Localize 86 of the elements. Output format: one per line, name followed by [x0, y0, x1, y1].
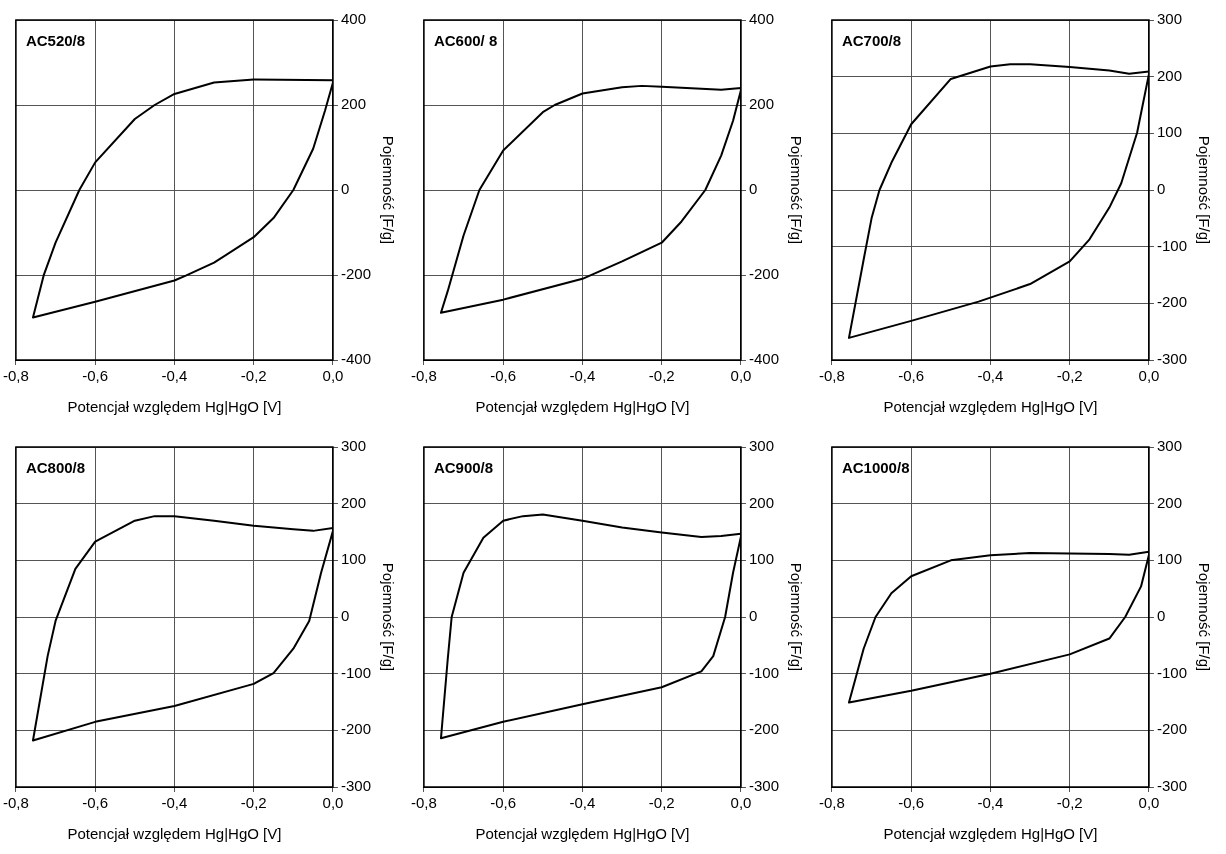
- x-axis-title: Potencjał względem Hg|HgO [V]: [67, 398, 282, 416]
- y-tick-label: -400: [748, 350, 780, 368]
- y-tick-label: 400: [340, 10, 367, 28]
- y-tick-label: 200: [340, 493, 367, 511]
- y-tick-label: -200: [748, 265, 780, 283]
- y-tick-label: -100: [1156, 663, 1188, 681]
- y-axis-title: Pojemność [F/g]: [379, 562, 397, 672]
- x-tick-label: -0,2: [648, 367, 675, 385]
- y-tick-label: 200: [340, 95, 367, 113]
- x-tick-label: -0,2: [240, 367, 267, 385]
- x-tick-label: -0,4: [161, 794, 188, 812]
- x-tick-label: -0,8: [818, 794, 845, 812]
- y-tick-label: 0: [340, 180, 350, 198]
- x-tick-label: -0,4: [977, 794, 1004, 812]
- y-tick-label: -300: [340, 777, 372, 795]
- y-tick-label: 100: [748, 550, 775, 568]
- x-tick-label: 0,0: [730, 794, 752, 812]
- text: AC800/8: [25, 458, 86, 476]
- y-tick-label: -200: [1156, 720, 1188, 738]
- y-tick-label: -400: [340, 350, 372, 368]
- x-axis-title: Potencjał względem Hg|HgO [V]: [475, 398, 690, 416]
- x-tick-label: -0,8: [410, 367, 437, 385]
- y-tick-label: 200: [1156, 66, 1183, 84]
- x-axis-title: Potencjał względem Hg|HgO [V]: [67, 825, 282, 843]
- y-tick-label: -100: [748, 663, 780, 681]
- x-tick-label: -0,2: [1056, 367, 1083, 385]
- y-tick-label: 100: [1156, 123, 1183, 141]
- y-tick-label: 0: [748, 180, 758, 198]
- x-tick-label: -0,6: [490, 794, 517, 812]
- y-axis-title: Pojemność [F/g]: [379, 135, 397, 245]
- x-axis-title: Potencjał względem Hg|HgO [V]: [883, 398, 1098, 416]
- x-tick-label: -0,6: [490, 367, 517, 385]
- y-axis-title: Pojemność [F/g]: [1195, 135, 1213, 245]
- x-tick-label: -0,4: [569, 367, 596, 385]
- x-tick-label: -0,6: [82, 794, 109, 812]
- text: AC600/ 8: [433, 31, 498, 49]
- y-tick-label: -200: [340, 265, 372, 283]
- x-axis-title: Potencjał względem Hg|HgO [V]: [475, 825, 690, 843]
- x-tick-label: -0,8: [2, 367, 29, 385]
- y-tick-label: -100: [1156, 236, 1188, 254]
- y-tick-label: -200: [1156, 293, 1188, 311]
- y-tick-label: -200: [340, 720, 372, 738]
- x-tick-label: 0,0: [1138, 367, 1160, 385]
- y-tick-label: 400: [748, 10, 775, 28]
- x-tick-label: -0,6: [898, 367, 925, 385]
- x-tick-label: -0,2: [240, 794, 267, 812]
- text: AC700/8: [841, 31, 902, 49]
- x-tick-label: 0,0: [1138, 794, 1160, 812]
- y-tick-label: 0: [1156, 180, 1166, 198]
- x-tick-label: 0,0: [322, 367, 344, 385]
- y-tick-label: -300: [1156, 777, 1188, 795]
- y-tick-label: -300: [748, 777, 780, 795]
- y-tick-label: 300: [1156, 437, 1183, 455]
- x-tick-label: 0,0: [322, 794, 344, 812]
- y-tick-label: -300: [1156, 350, 1188, 368]
- x-tick-label: -0,6: [82, 367, 109, 385]
- text: AC900/8: [433, 458, 494, 476]
- x-tick-label: -0,2: [1056, 794, 1083, 812]
- y-tick-label: 0: [748, 607, 758, 625]
- x-tick-label: -0,4: [569, 794, 596, 812]
- x-tick-label: 0,0: [730, 367, 752, 385]
- x-axis-title: Potencjał względem Hg|HgO [V]: [883, 825, 1098, 843]
- y-axis-title: Pojemność [F/g]: [1195, 562, 1213, 672]
- y-tick-label: -100: [340, 663, 372, 681]
- x-tick-label: -0,6: [898, 794, 925, 812]
- y-tick-label: 200: [748, 493, 775, 511]
- y-tick-label: 100: [340, 550, 367, 568]
- y-axis-title: Pojemność [F/g]: [787, 135, 805, 245]
- y-tick-label: 0: [340, 607, 350, 625]
- x-tick-label: -0,8: [818, 367, 845, 385]
- x-tick-label: -0,4: [161, 367, 188, 385]
- text: AC1000/8: [841, 458, 910, 476]
- x-tick-label: -0,8: [2, 794, 29, 812]
- y-tick-label: 100: [1156, 550, 1183, 568]
- y-tick-label: 300: [748, 437, 775, 455]
- y-tick-label: 200: [748, 95, 775, 113]
- x-tick-label: -0,4: [977, 367, 1004, 385]
- y-tick-label: 200: [1156, 493, 1183, 511]
- y-tick-label: 300: [1156, 10, 1183, 28]
- x-tick-label: -0,8: [410, 794, 437, 812]
- y-axis-title: Pojemność [F/g]: [787, 562, 805, 672]
- y-tick-label: 300: [340, 437, 367, 455]
- y-tick-label: -200: [748, 720, 780, 738]
- text: AC520/8: [25, 31, 86, 49]
- x-tick-label: -0,2: [648, 794, 675, 812]
- y-tick-label: 0: [1156, 607, 1166, 625]
